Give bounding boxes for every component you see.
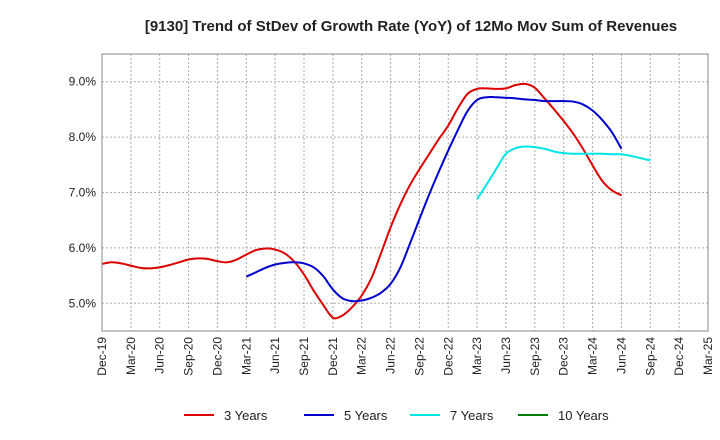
x-tick-label: Mar-21 — [239, 337, 253, 375]
x-tick-label: Dec-23 — [557, 337, 571, 376]
x-axis-ticks: Dec-19 Mar-20 Jun-20 Sep-20 Dec-20 Mar-21 Jun-… — [95, 337, 715, 376]
x-tick-label: Mar-20 — [124, 337, 138, 375]
x-tick-label: Dec-21 — [326, 337, 340, 376]
y-tick-label: 9.0% — [69, 75, 97, 89]
series-line-7-years — [476, 145, 651, 200]
x-tick-label: Jun-24 — [614, 337, 628, 374]
x-tick-label: Dec-19 — [95, 337, 109, 376]
x-tick-label: Dec-24 — [672, 337, 686, 376]
x-tick-label: Sep-20 — [182, 337, 196, 376]
legend-label: 3 Years — [224, 408, 268, 423]
series-line-5-years — [245, 95, 623, 303]
grid-lines — [102, 54, 708, 331]
x-tick-label: Sep-21 — [297, 337, 311, 376]
y-tick-label: 6.0% — [69, 241, 97, 255]
y-axis-ticks: 5.0% 6.0% 7.0% 8.0% 9.0% — [69, 75, 97, 311]
legend: 3 Years 5 Years 7 Years 10 Years — [184, 408, 609, 423]
x-tick-label: Jun-22 — [384, 337, 398, 374]
y-tick-label: 5.0% — [69, 296, 97, 310]
legend-label: 10 Years — [558, 408, 609, 423]
plot-frame — [101, 53, 709, 332]
x-tick-label: Sep-24 — [643, 337, 657, 376]
x-tick-label: Sep-23 — [528, 337, 542, 376]
x-tick-label: Sep-22 — [412, 337, 426, 376]
series-line-3-years — [101, 82, 622, 320]
legend-label: 5 Years — [344, 408, 388, 423]
x-tick-label: Dec-22 — [441, 337, 455, 376]
x-tick-label: Mar-25 — [701, 337, 715, 375]
legend-label: 7 Years — [450, 408, 494, 423]
x-tick-label: Mar-22 — [355, 337, 369, 375]
x-tick-label: Jun-20 — [153, 337, 167, 374]
x-tick-label: Jun-23 — [499, 337, 513, 374]
x-tick-label: Mar-24 — [586, 337, 600, 375]
x-tick-label: Dec-20 — [210, 337, 224, 376]
y-tick-label: 8.0% — [69, 130, 97, 144]
y-tick-label: 7.0% — [69, 186, 97, 200]
x-tick-label: Mar-23 — [470, 337, 484, 375]
series-lines — [101, 82, 651, 320]
chart-title: [9130] Trend of StDev of Growth Rate (Yo… — [145, 18, 677, 35]
x-tick-label: Jun-21 — [268, 337, 282, 374]
